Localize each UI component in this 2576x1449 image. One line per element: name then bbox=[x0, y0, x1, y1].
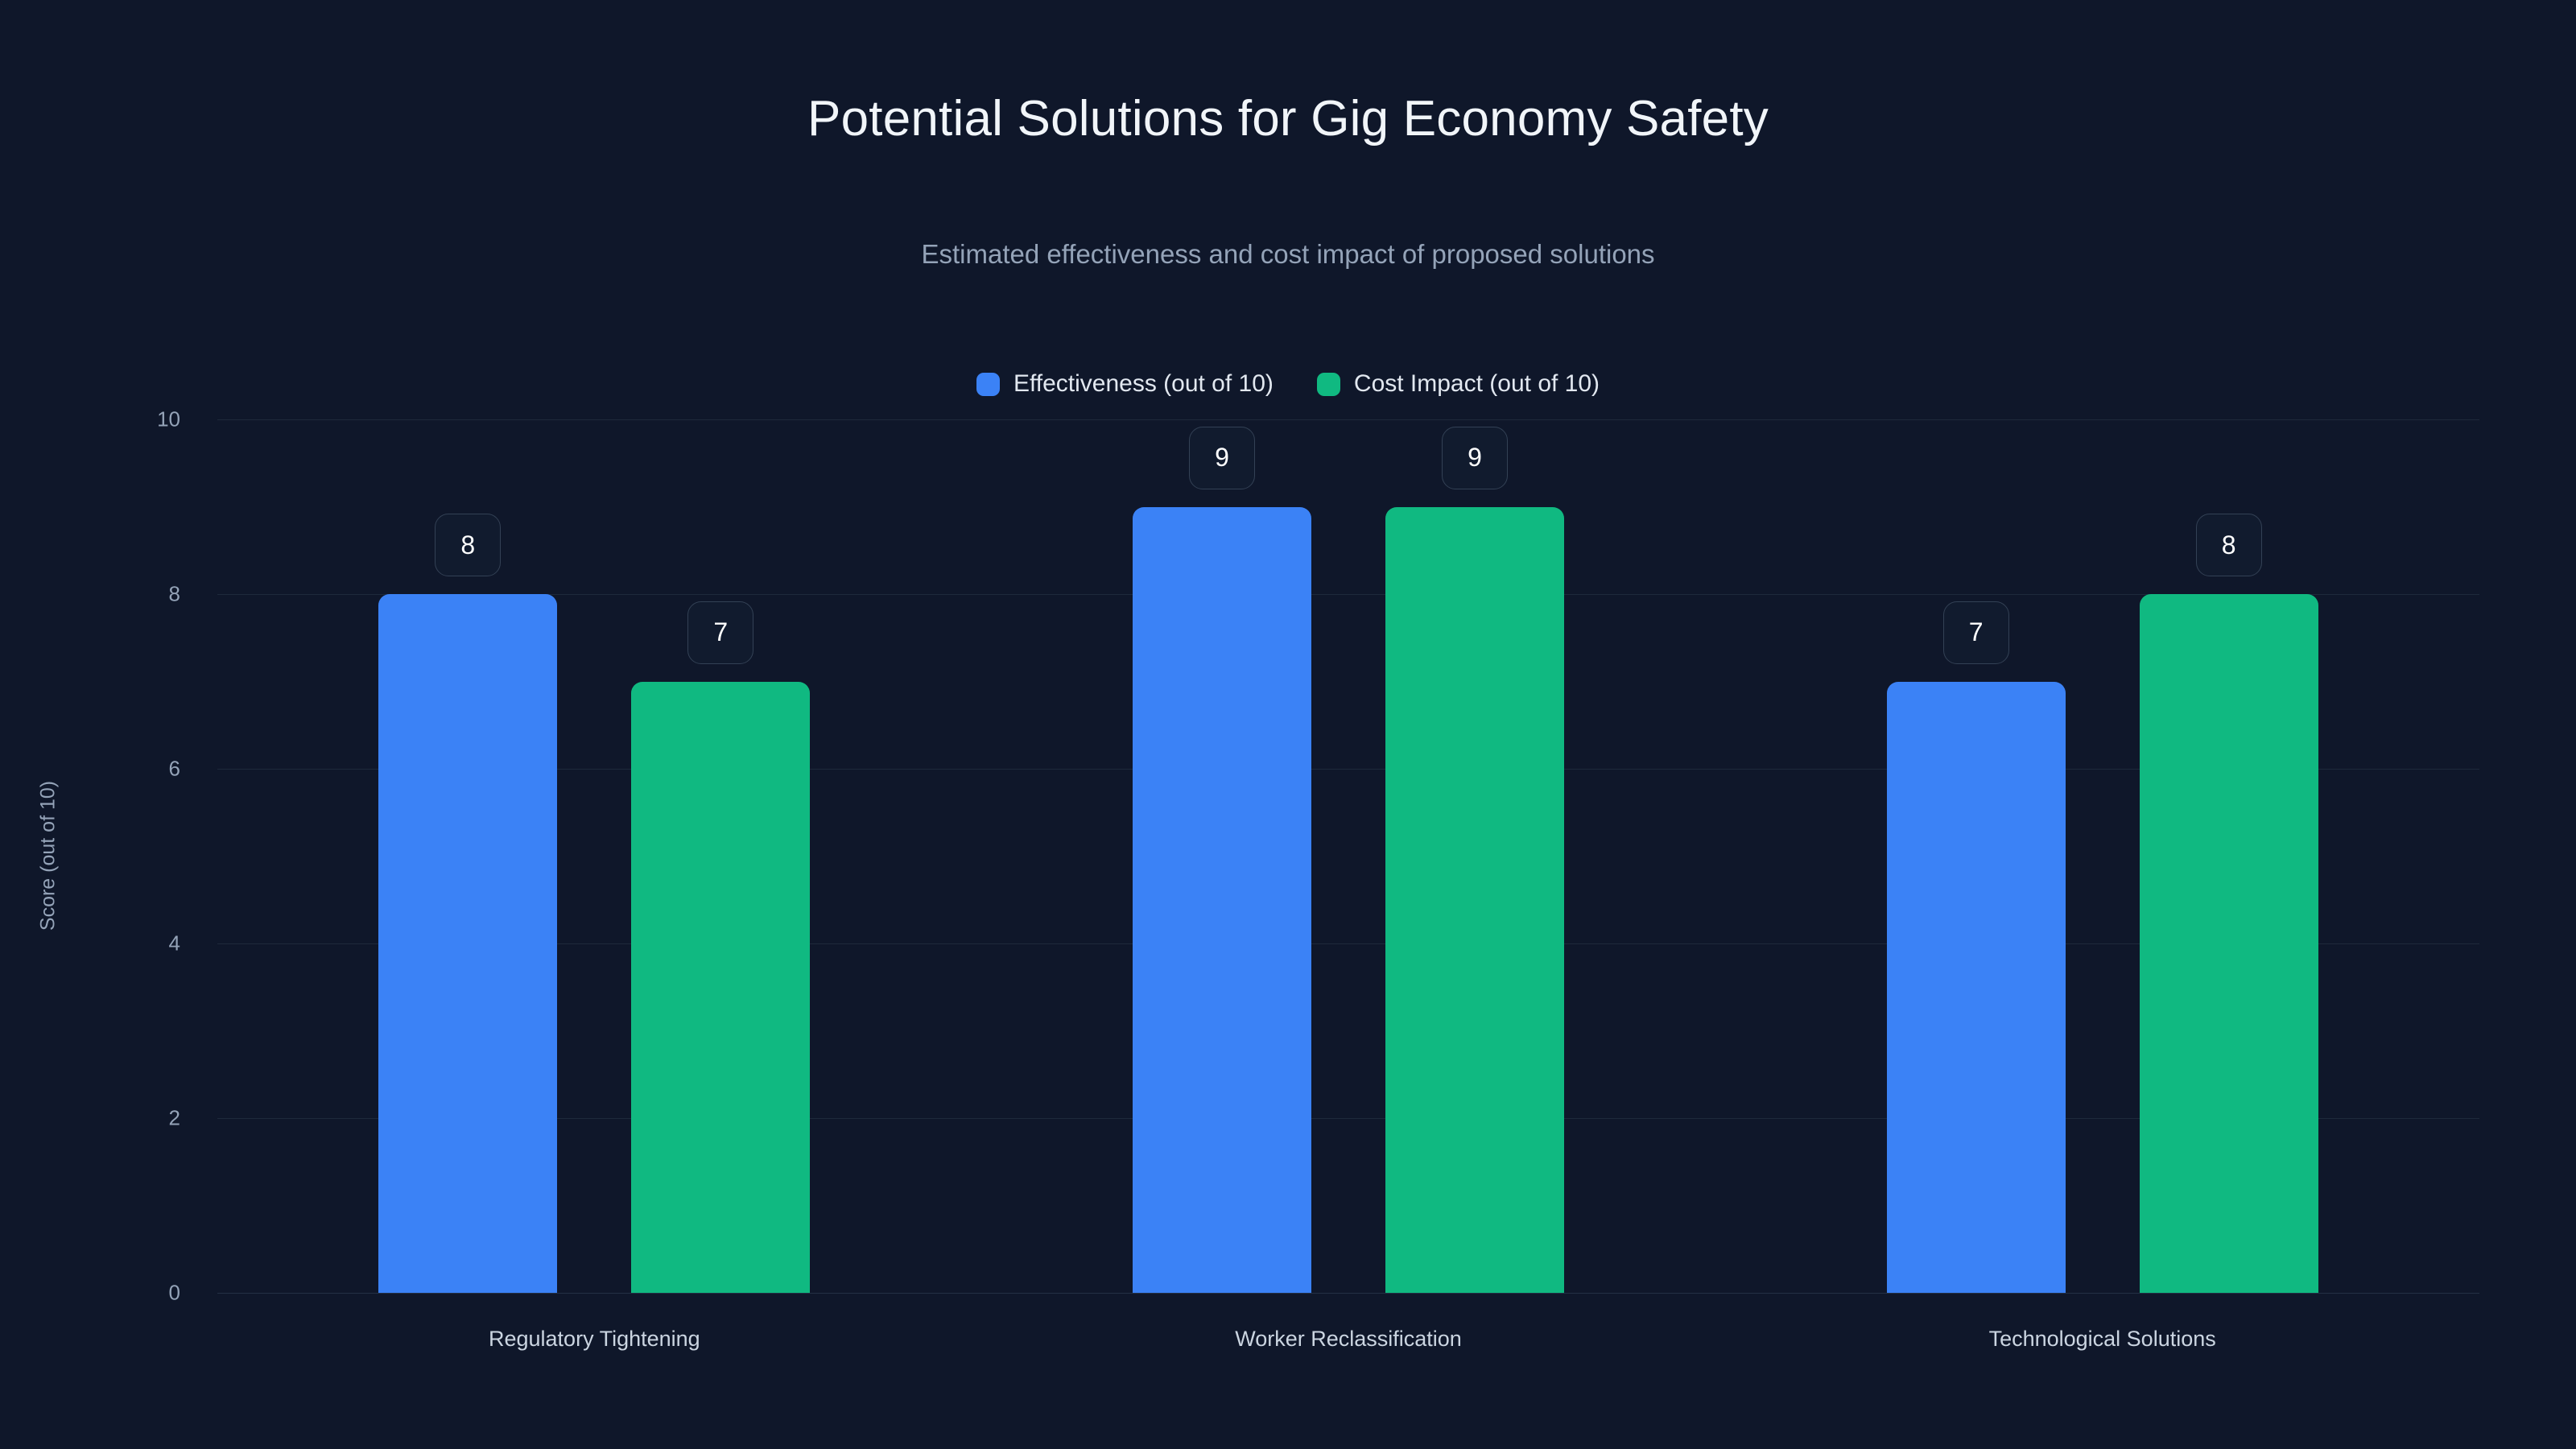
y-tick-label: 8 bbox=[168, 581, 180, 606]
gridline bbox=[217, 1293, 2479, 1294]
legend-label-cost-impact: Cost Impact (out of 10) bbox=[1353, 370, 1600, 397]
bar-value-label: 8 bbox=[435, 514, 502, 576]
legend-label-effectiveness: Effectiveness (out of 10) bbox=[1013, 370, 1274, 397]
gridline bbox=[217, 943, 2479, 944]
y-axis-ticks: 10 8 6 4 2 0 bbox=[0, 407, 217, 1305]
bar[interactable] bbox=[378, 594, 558, 1293]
bar[interactable] bbox=[631, 681, 811, 1293]
x-tick-label: Worker Reclassification bbox=[1235, 1327, 1462, 1351]
bar-value-label: 9 bbox=[1442, 426, 1508, 489]
gridline bbox=[217, 419, 2479, 420]
chart-legend: Effectiveness (out of 10) Cost Impact (o… bbox=[0, 370, 2576, 398]
y-tick-label: 0 bbox=[168, 1280, 180, 1305]
bar[interactable] bbox=[1133, 506, 1311, 1293]
chart-title: Potential Solutions for Gig Economy Safe… bbox=[807, 91, 1769, 147]
chart-subtitle: Estimated effectiveness and cost impact … bbox=[921, 239, 1655, 269]
x-axis-labels: Regulatory Tightening Worker Reclassifica… bbox=[217, 1327, 2479, 1367]
bar-value-label: 7 bbox=[1942, 601, 2009, 664]
y-axis-title: Score (out of 10) bbox=[36, 780, 60, 931]
bar[interactable] bbox=[1385, 506, 1564, 1293]
bar-value-label: 8 bbox=[2195, 514, 2262, 576]
bar[interactable] bbox=[1886, 681, 2066, 1293]
y-tick-label: 2 bbox=[168, 1105, 180, 1130]
legend-item-cost-impact[interactable]: Cost Impact (out of 10) bbox=[1316, 370, 1600, 398]
x-tick-label: Technological Solutions bbox=[1988, 1327, 2216, 1351]
y-tick-label: 10 bbox=[157, 407, 180, 431]
y-tick-label: 6 bbox=[168, 756, 180, 781]
bar[interactable] bbox=[2139, 594, 2318, 1293]
bar-value-label: 9 bbox=[1189, 426, 1255, 489]
gridline bbox=[217, 594, 2479, 595]
gridline bbox=[217, 769, 2479, 770]
plot-area: 8 7 9 9 7 8 bbox=[217, 419, 2479, 1294]
x-tick-label: Regulatory Tightening bbox=[488, 1327, 700, 1351]
gridline bbox=[217, 1118, 2479, 1119]
legend-item-effectiveness[interactable]: Effectiveness (out of 10) bbox=[976, 370, 1274, 398]
legend-swatch-cost-impact bbox=[1316, 372, 1340, 396]
bar-value-label: 7 bbox=[687, 601, 754, 664]
y-tick-label: 4 bbox=[168, 931, 180, 956]
legend-swatch-effectiveness bbox=[976, 372, 1000, 396]
